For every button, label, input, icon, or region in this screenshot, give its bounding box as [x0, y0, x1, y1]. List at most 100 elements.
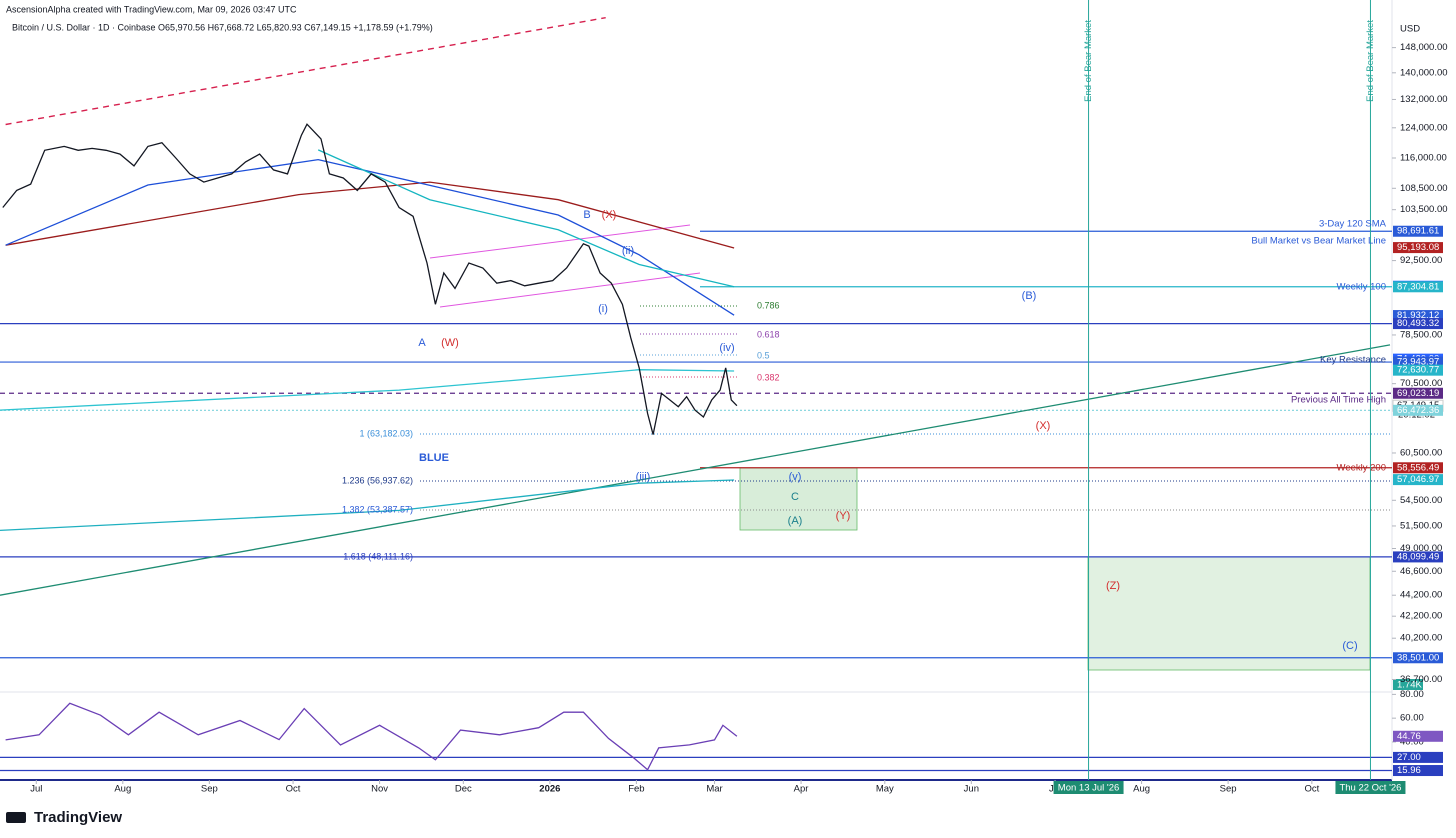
brand: TradingView	[34, 809, 122, 826]
series-line	[0, 369, 735, 411]
channel-line	[439, 272, 701, 308]
series-line	[5, 181, 735, 249]
level-label: 57,046.97	[1397, 474, 1439, 485]
level-tag	[1393, 225, 1443, 237]
series-line	[5, 158, 735, 316]
level-label: 58,556.49	[1397, 462, 1439, 473]
level-label: 73,943.97	[1397, 357, 1439, 368]
level-label: 72,630.77	[1397, 365, 1439, 376]
level-label: 66,472.36	[1397, 405, 1439, 416]
annotation: (v)	[789, 471, 802, 483]
annotation: (X)	[602, 209, 617, 221]
annotation: 0.5	[757, 350, 770, 360]
event-text: End of Bear Market	[1083, 20, 1094, 102]
x-tick-label: 2026	[539, 784, 560, 795]
event-label: Thu 22 Oct '26	[1339, 783, 1401, 794]
x-tick-label: Sep	[201, 784, 218, 795]
x-tick-label: Feb	[628, 784, 644, 795]
level-label: 98,691.61	[1397, 226, 1439, 237]
brand-logo	[6, 812, 26, 823]
x-tick-label: May	[876, 784, 894, 795]
y-tick-label: 124,000.00	[1400, 122, 1448, 133]
level-label: 87,304.81	[1397, 281, 1439, 292]
level-label: 48,099.49	[1397, 551, 1439, 562]
x-tick-label: Mar	[706, 784, 722, 795]
series-line	[5, 17, 606, 126]
annotation: Weekly 100	[1337, 282, 1386, 293]
annotation: (ii)	[622, 245, 634, 257]
level-label: 38,501.00	[1397, 652, 1439, 663]
y-tick-label: 42,200.00	[1400, 611, 1442, 622]
annotation: Weekly 200	[1337, 463, 1386, 474]
y-tick-label: 36,700.00	[1400, 674, 1442, 685]
y-tick-label: 44,200.00	[1400, 590, 1442, 601]
annotation: 1 (63,182.03)	[359, 428, 413, 438]
event-label: Mon 13 Jul '26	[1058, 783, 1120, 794]
level-label: 27.00	[1397, 752, 1421, 763]
credit: AscensionAlpha created with TradingView.…	[6, 4, 297, 14]
level-tag	[1393, 356, 1443, 368]
level-tag	[1393, 551, 1443, 563]
annotation: (Z)	[1106, 580, 1120, 592]
level-tag	[1393, 281, 1443, 293]
level-label: 80,493.32	[1397, 318, 1439, 329]
channel-line	[429, 224, 691, 259]
level-tag	[1393, 318, 1443, 330]
annotation: B	[583, 209, 590, 221]
x-tick-label: Apr	[794, 784, 809, 795]
x-tick-label: Aug	[114, 784, 131, 795]
annotation: (B)	[1022, 290, 1037, 302]
drawings	[0, 0, 1393, 781]
y-tick-label: 70,500.00	[1400, 378, 1442, 389]
x-tick-label: Nov	[371, 784, 388, 795]
y-tick-label: 103,500.00	[1400, 204, 1448, 215]
level-label: 44.76	[1397, 731, 1421, 742]
annotation: 3-Day 120 SMA	[1319, 219, 1387, 230]
target-box	[739, 467, 858, 531]
level-tag	[1393, 462, 1443, 474]
annotation: 1.236 (56,937.62)	[342, 475, 413, 485]
annotation: 0.618	[757, 329, 780, 339]
annotation: (W)	[441, 337, 459, 349]
y-tick-label: 49,000.00	[1400, 543, 1442, 554]
y-tick-label: 46,600.00	[1400, 566, 1442, 577]
annotation: (A)	[788, 515, 803, 527]
x-tick-label: Oct	[1304, 784, 1319, 795]
volume-tag	[1393, 679, 1423, 690]
annotation: Bull Market vs Bear Market Line	[1251, 236, 1386, 247]
level-tag	[1393, 474, 1443, 486]
currency: USD	[1400, 24, 1420, 35]
annotation: 1.382 (53,387.57)	[342, 504, 413, 514]
y-tick-label: 51,500.00	[1400, 520, 1442, 531]
y-tick-label: 40.00	[1400, 736, 1424, 747]
annotation: A	[418, 337, 426, 349]
y-tick-label: 92,500.00	[1400, 255, 1442, 266]
annotation: C	[791, 491, 799, 503]
series-line	[2, 123, 738, 435]
y-tick-label: 40,200.00	[1400, 633, 1442, 644]
y-tick-label: 132,000.00	[1400, 94, 1448, 105]
event-tag	[1053, 781, 1124, 794]
annotation: (i)	[598, 303, 608, 315]
annotation: (C)	[1342, 640, 1357, 652]
annotation: (iii)	[636, 471, 651, 483]
y-tick-label: 116,000.00	[1400, 153, 1447, 164]
level-tag	[1393, 387, 1443, 399]
event-text: End of Bear Market	[1365, 20, 1376, 102]
level-label: 81,932.12	[1397, 310, 1439, 321]
x-tick-label: Dec	[455, 784, 472, 795]
y-tick-label: 54,500.00	[1400, 495, 1442, 506]
level-tag	[1393, 404, 1443, 416]
level-tag	[1393, 364, 1443, 376]
level-tag	[1393, 751, 1443, 763]
x-tick-label: Jun	[964, 784, 979, 795]
level-tag	[1393, 310, 1443, 322]
x-tick-label: Jul	[30, 784, 42, 795]
y-tick-label: 148,000.00	[1400, 42, 1448, 53]
event-tag	[1335, 781, 1406, 794]
target-box	[1087, 556, 1371, 671]
level-tag	[1393, 652, 1443, 664]
y-tick-label: 140,000.00	[1400, 67, 1448, 78]
annotation: 1.618 (48,111.16)	[343, 551, 413, 561]
